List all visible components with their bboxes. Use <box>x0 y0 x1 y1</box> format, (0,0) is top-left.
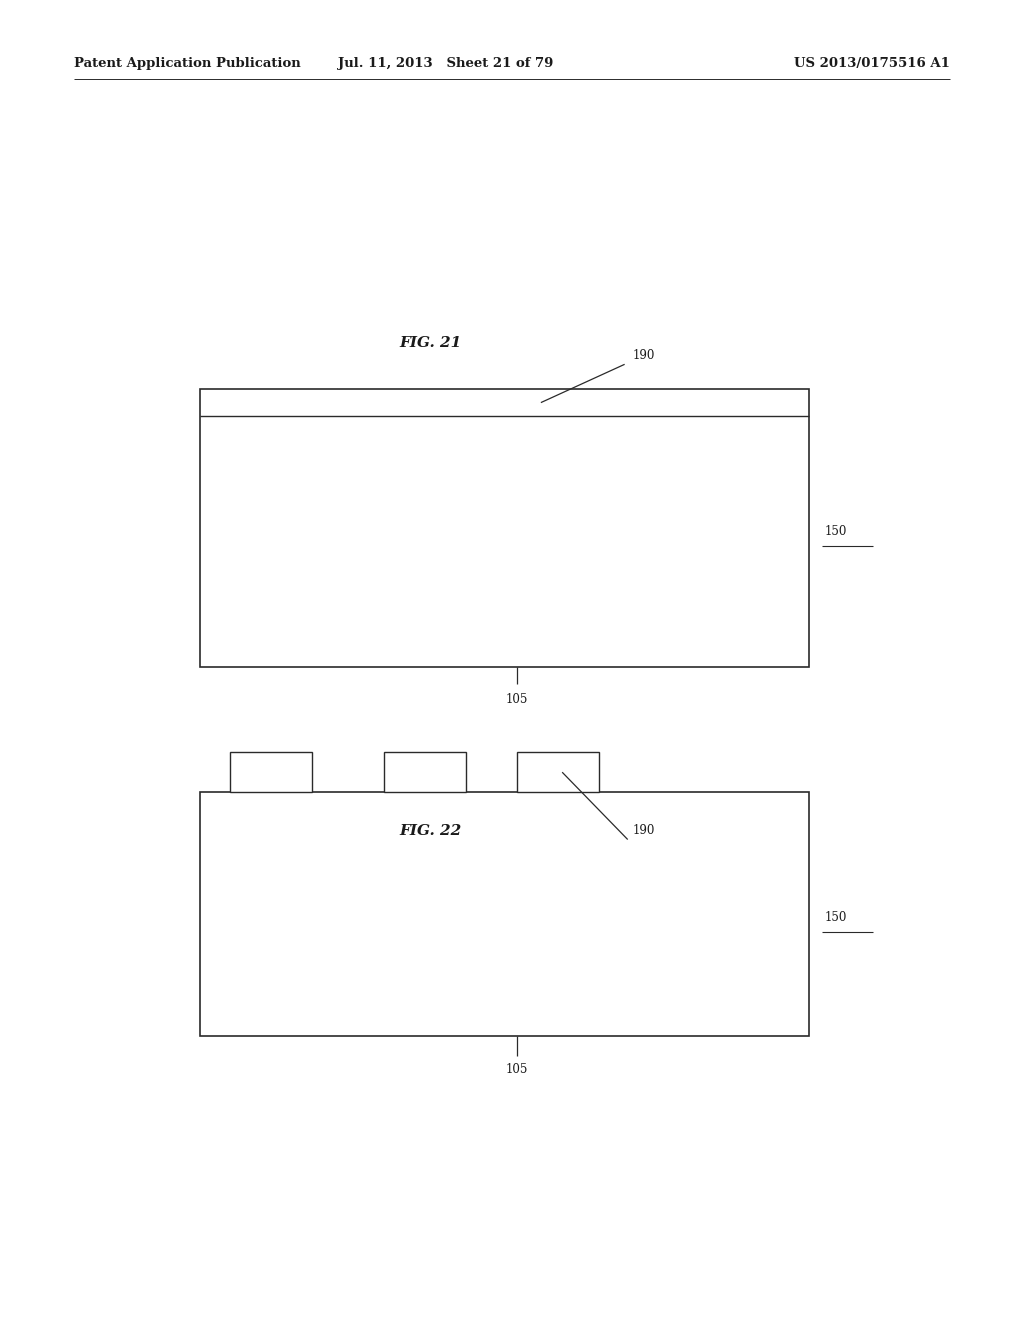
Text: 150: 150 <box>824 525 847 539</box>
Text: 150: 150 <box>824 911 847 924</box>
Text: FIG. 21: FIG. 21 <box>399 335 461 350</box>
Bar <box>200 389 809 667</box>
Text: 105: 105 <box>506 693 528 706</box>
Bar <box>517 752 599 792</box>
Text: US 2013/0175516 A1: US 2013/0175516 A1 <box>795 57 950 70</box>
Text: FIG. 22: FIG. 22 <box>399 824 461 838</box>
Text: 190: 190 <box>633 348 655 362</box>
Bar <box>384 752 466 792</box>
Bar <box>200 792 809 1036</box>
Text: 190: 190 <box>633 824 655 837</box>
Text: 105: 105 <box>506 1063 528 1076</box>
Text: Jul. 11, 2013   Sheet 21 of 79: Jul. 11, 2013 Sheet 21 of 79 <box>338 57 553 70</box>
Bar <box>230 752 312 792</box>
Text: Patent Application Publication: Patent Application Publication <box>74 57 300 70</box>
